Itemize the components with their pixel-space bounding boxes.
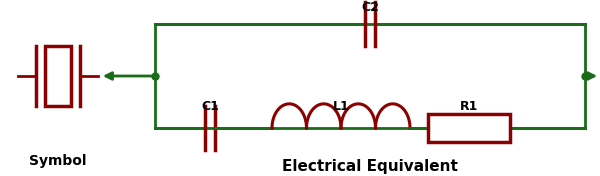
Text: C2: C2 xyxy=(361,1,379,14)
Text: Electrical Equivalent: Electrical Equivalent xyxy=(282,159,458,174)
Bar xyxy=(428,114,510,142)
Bar xyxy=(45,46,71,106)
Text: R1: R1 xyxy=(460,100,478,113)
Text: C1: C1 xyxy=(201,100,219,113)
Text: L1: L1 xyxy=(332,100,349,113)
Text: Symbol: Symbol xyxy=(29,154,87,168)
